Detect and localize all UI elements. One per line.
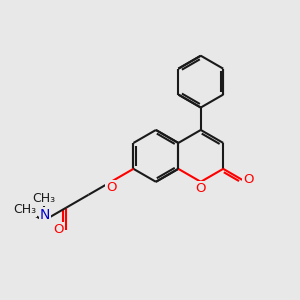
Text: O: O <box>196 182 206 195</box>
Text: O: O <box>244 173 254 186</box>
Text: CH₃: CH₃ <box>32 192 55 205</box>
Text: CH₃: CH₃ <box>13 203 36 216</box>
Text: N: N <box>40 208 50 222</box>
Text: O: O <box>106 181 116 194</box>
Text: O: O <box>53 223 64 236</box>
